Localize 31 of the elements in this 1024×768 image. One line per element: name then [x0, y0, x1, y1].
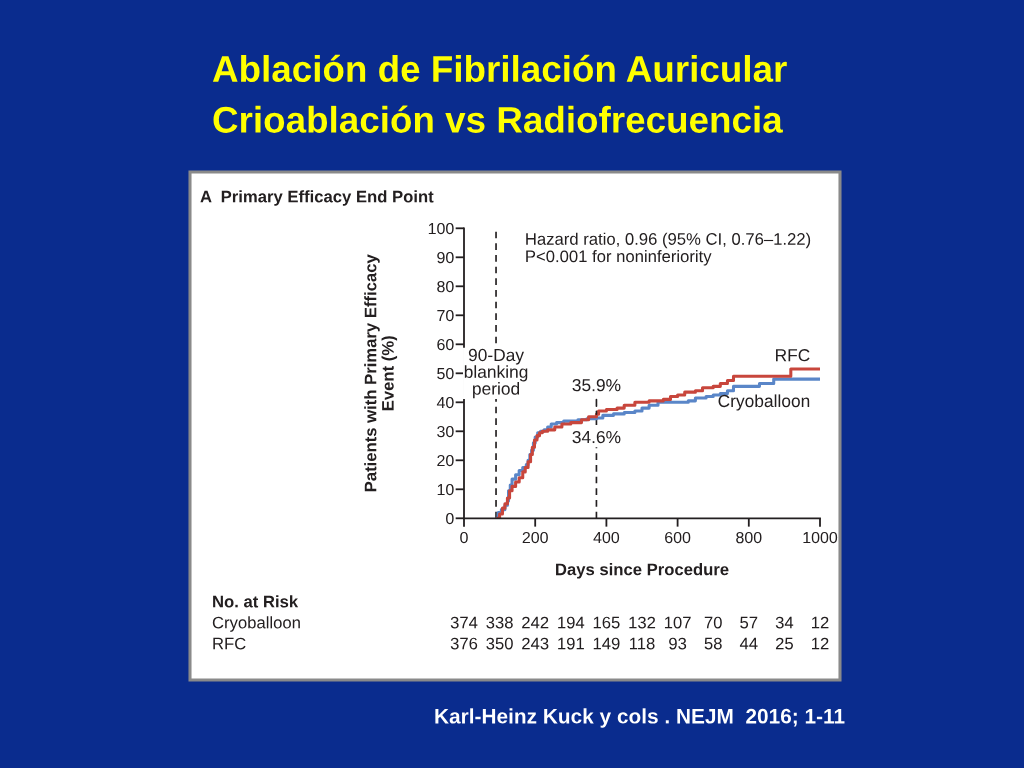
x-axis-title: Days since Procedure [556, 563, 729, 579]
annotation: Hazard ratio, 0.96 (95% CI, 0.76–1.22) P<0.001 for noninferiority [526, 232, 811, 266]
x-tick-label: 200 [522, 531, 548, 544]
y-tick-label: 40 [436, 396, 454, 409]
text: Cryoballoon 374 338 242 194 165 132 107 70 57 34 12 [212, 616, 829, 632]
y-tick-label: 80 [437, 280, 454, 293]
y-axis-title: Patients with Primary Efficacy Event (%) [364, 254, 398, 492]
y-tick-label: 50 [437, 367, 454, 380]
annotation: 35.9% [572, 379, 621, 392]
annotation: 34.6% [572, 430, 621, 444]
x-tick-label: 0 [460, 531, 468, 544]
text: A Primary Efficacy End Point [200, 190, 434, 206]
series-label: Cryoballoon [718, 394, 810, 411]
chart-title: Ablación de Fibrilación Auricular Crioablación vs Radiofrecuencia [212, 54, 787, 133]
y-tick-label: 20 [437, 454, 454, 467]
x-tick-label: 600 [665, 531, 691, 544]
x-tick-label: 400 [593, 531, 620, 544]
y-tick-label: 0 [446, 512, 454, 525]
text: RFC 376 350 243 191 149 118 93 58 44 25 12 [213, 637, 829, 650]
x-tick-label: 1000 [803, 531, 838, 544]
y-tick-label: 90 [437, 251, 454, 264]
text: No. at Risk [213, 595, 299, 608]
x-tick-label: 800 [736, 531, 762, 544]
ref-line-label: 90-Day blanking period [464, 348, 528, 399]
y-tick-label: 10 [437, 483, 454, 496]
y-tick-label: 100 [428, 222, 454, 235]
y-tick-label: 30 [437, 425, 454, 438]
text: Karl-Heinz Kuck y cols . NEJM 2016; 1-11 [435, 708, 845, 728]
y-tick-label: 60 [437, 338, 454, 351]
y-tick-label: 70 [437, 309, 454, 322]
series-label: RFC [776, 349, 810, 362]
